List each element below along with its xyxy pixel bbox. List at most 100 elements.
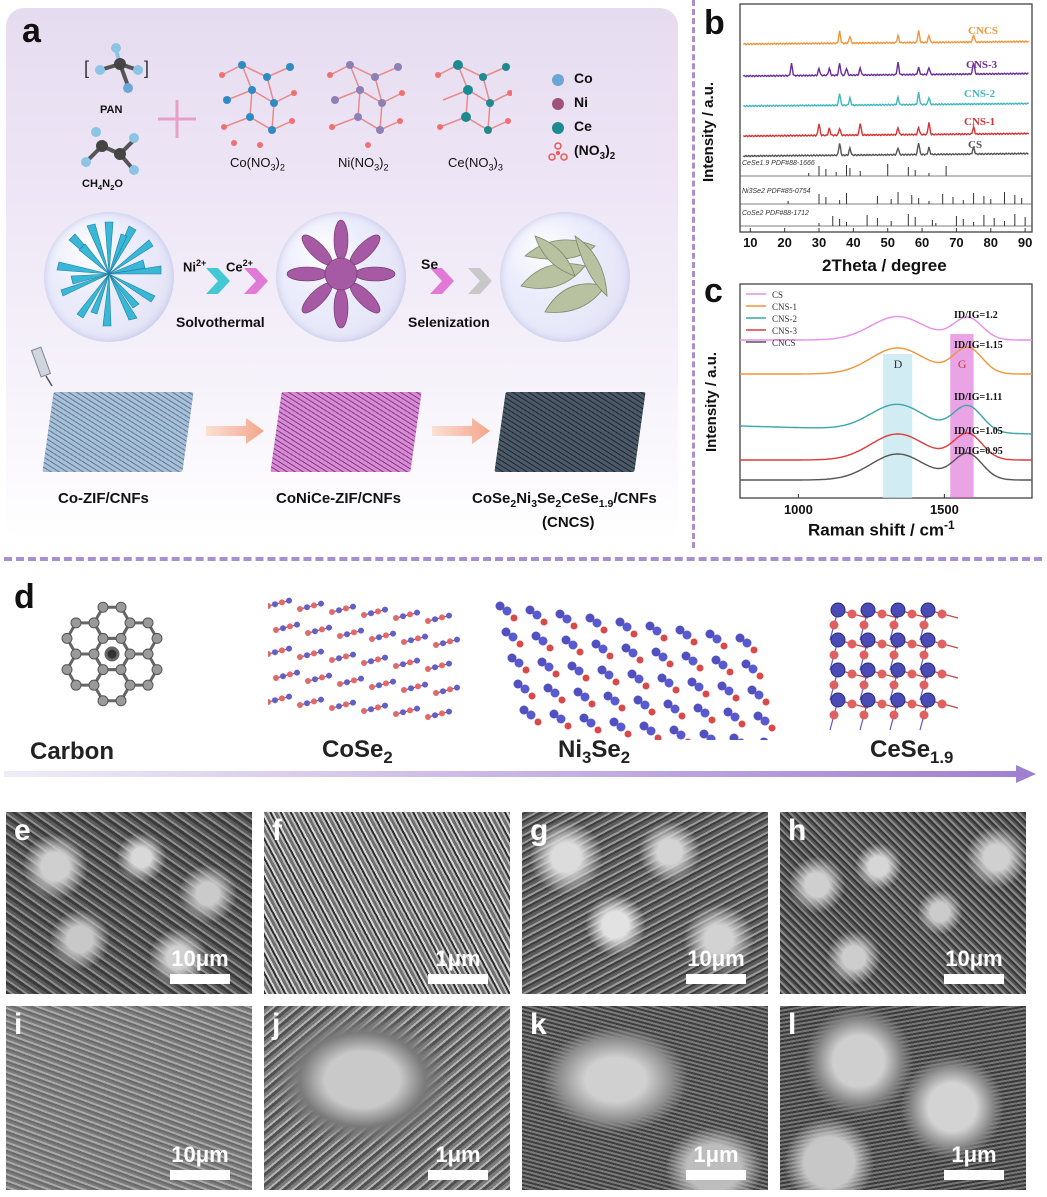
- cose2-atom: [415, 683, 421, 690]
- cose2-atom: [312, 676, 318, 683]
- cese-se-atom: [937, 699, 947, 709]
- cose2-atom: [337, 681, 343, 687]
- conice-zif-mat: [270, 392, 422, 472]
- ni3se2-se-atom: [510, 614, 518, 622]
- ni3se2-ni-atom: [610, 696, 620, 706]
- cese-ce-atom: [860, 662, 876, 678]
- panel-c-letter: c: [704, 272, 723, 310]
- ni3se2-ni-atom: [520, 684, 530, 694]
- sem-image-l: l 1μm: [780, 1006, 1026, 1190]
- ni3se2-structure: [495, 601, 776, 740]
- cose2-atom: [375, 656, 381, 663]
- ni-dot-icon: [552, 98, 564, 110]
- cese-se-atom: [829, 680, 839, 690]
- cese-se-atom: [907, 699, 917, 709]
- carbon-atom: [88, 679, 100, 691]
- cese-se-atom: [829, 650, 839, 660]
- cose2-atom: [344, 679, 350, 686]
- raman-series-cns-2: [740, 403, 1032, 435]
- ni3se2-ni-atom: [737, 738, 745, 740]
- cose2-atom: [318, 648, 324, 655]
- cose2-atom: [368, 658, 374, 665]
- cose2-atom: [286, 597, 292, 604]
- ni3se2-ni-atom: [622, 622, 632, 632]
- legend-ni: Ni: [574, 94, 588, 110]
- sem-image-g: g 10μm: [522, 812, 768, 994]
- ni3se2-se-atom: [606, 652, 614, 660]
- cose2-atom: [425, 666, 431, 672]
- carbon-atom: [151, 664, 163, 676]
- ni3se2-se-atom: [756, 672, 764, 680]
- xrd-series-cns-2: [743, 91, 1030, 108]
- ni3se2-ni-atom: [711, 655, 721, 665]
- ni3se2-ni-atom: [705, 629, 715, 639]
- ni3se2-se-atom: [522, 666, 530, 674]
- stage3-label: CoSe2Ni3Se2CeSe1.9/CNFs: [472, 490, 657, 510]
- stage2-label: CoNiCe-ZIF/CNFs: [276, 490, 401, 507]
- cese-ce-atom: [890, 692, 906, 708]
- cose2-atom: [425, 618, 431, 624]
- cose2-atom: [358, 675, 364, 682]
- ni3se2-se-atom: [528, 692, 536, 700]
- plus-icon: [158, 100, 196, 138]
- cese-ce-atom: [890, 632, 906, 648]
- cose2-atom: [358, 627, 364, 634]
- horizontal-divider: [4, 557, 1042, 561]
- ni3se2-se-atom: [660, 634, 668, 642]
- scale-bar-e: 10μm: [170, 946, 230, 984]
- cese-se-atom: [859, 680, 869, 690]
- nitrate-clusters: [219, 60, 512, 148]
- ni3se2-ni-atom: [741, 659, 751, 669]
- cose2-atom: [369, 636, 375, 642]
- ni3se2-se-atom: [594, 726, 602, 734]
- xrd-xtick-label: 50: [880, 235, 894, 250]
- ni3se2-ni-atom: [502, 606, 512, 616]
- cose2-atom: [407, 611, 413, 618]
- cose2-atom: [272, 697, 278, 704]
- raman-d-band: [883, 354, 913, 498]
- ni3se2-ni-atom: [532, 610, 542, 620]
- cose2-atom: [414, 657, 420, 664]
- cose2-atom: [351, 629, 357, 636]
- cose2-atom: [329, 609, 335, 615]
- carbon-atom: [88, 648, 100, 660]
- ni3se2-ni-atom: [507, 653, 517, 663]
- ni3se2-se-atom: [750, 646, 758, 654]
- cose2-atom: [326, 624, 332, 631]
- cese-se-atom: [847, 609, 857, 619]
- conice-zif-sphere: [276, 212, 406, 342]
- ni3se2-ni-atom: [754, 690, 764, 700]
- cese-se-atom: [937, 669, 947, 679]
- cose2-atom: [390, 630, 396, 637]
- carbon-atom: [97, 632, 109, 644]
- cese-se-atom: [829, 710, 839, 720]
- cose2-atom: [439, 662, 445, 669]
- cose2-atom: [425, 714, 431, 720]
- cose2-atom: [280, 673, 286, 680]
- ni3se2-ni-atom: [718, 660, 728, 670]
- cose2-atom: [361, 612, 367, 618]
- cose2-atom: [375, 608, 381, 615]
- cose2-atom: [369, 684, 375, 690]
- ni3se2-ni-atom: [555, 609, 565, 619]
- ni3se2-ni-atom: [706, 734, 716, 740]
- ni3se2-se-atom: [702, 690, 710, 698]
- ni3se2-ni-atom: [682, 630, 692, 640]
- raman-d-label: D: [894, 357, 903, 371]
- carbon-atom: [61, 632, 73, 644]
- raman-xlabel: Raman shift / cm-1: [808, 518, 955, 540]
- ni3se2-ni-atom: [526, 710, 536, 720]
- ni3se2-ni-atom: [592, 618, 602, 628]
- stage3-abbr: (CNCS): [542, 514, 595, 531]
- cose2-atom: [287, 671, 293, 678]
- ni3se2-ni-atom: [693, 703, 703, 713]
- cose2-atom: [350, 603, 356, 610]
- cose2-atom: [440, 688, 446, 695]
- ni3se2-ni-atom: [681, 651, 691, 661]
- cose2-atom: [376, 634, 382, 641]
- cose2-atom: [318, 696, 324, 703]
- carbon-atom: [115, 695, 127, 707]
- sem-letter-g: g: [530, 814, 549, 847]
- cose2-atom: [294, 621, 300, 628]
- raman-series-cns-1: [740, 346, 1032, 375]
